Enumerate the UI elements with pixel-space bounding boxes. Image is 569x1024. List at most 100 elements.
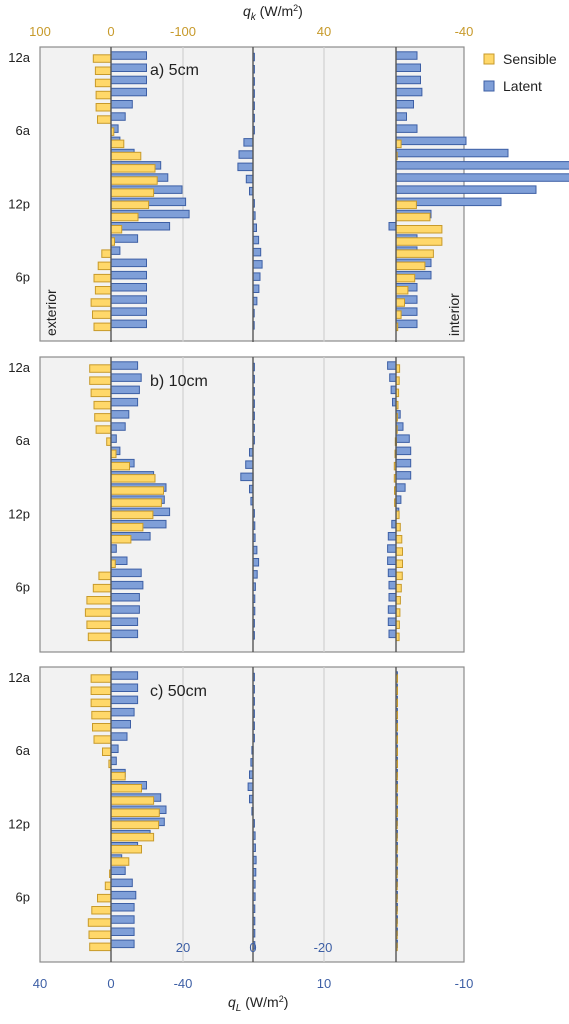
panel-title-a: a) 5cm [150,62,199,79]
exterior-latent-bar [110,434,117,443]
exterior-sensible-bar [94,78,112,88]
interior-latent-bar [387,605,397,614]
exterior-sensible-bar [87,918,112,927]
legend-label-sensible: Sensible [503,51,557,67]
top-tick-label: 100 [29,24,51,39]
top-axis-title: qk (W/m2) [243,3,303,23]
interior-latent-bar [387,568,397,578]
y-tick-label: 12a [8,360,30,375]
exterior-sensible-bar [110,461,130,471]
exterior-latent-bar [110,258,147,268]
exterior-sensible-bar [92,723,112,732]
legend-label-latent: Latent [503,78,542,94]
exterior-sensible-bar [104,881,112,891]
y-tick-label: 6p [16,890,30,905]
exterior-latent-bar [110,732,128,741]
exterior-sensible-bar [110,522,144,532]
exterior-sensible-bar [94,413,112,422]
exterior-sensible-bar [110,139,125,149]
exterior-latent-bar [110,617,139,626]
exterior-latent-bar [110,695,139,705]
exterior-sensible-bar [92,54,112,63]
exterior-sensible-bar [110,225,123,234]
exterior-sensible-bar [88,930,112,939]
middle-latent-bar [243,138,254,147]
legend-swatch-latent [483,80,495,92]
exterior-latent-bar [110,707,135,717]
exterior-latent-bar [110,397,139,407]
interior-latent-bar [387,544,397,553]
bottom-tick-label: 10 [317,976,331,991]
inner-tick-label: 20 [176,940,190,955]
y-tick-label: 12p [8,816,30,831]
interior-sensible-bar [395,571,403,581]
exterior-latent-bar [110,385,140,395]
bottom-tick-label: -10 [455,976,474,991]
interior-latent-bar [395,173,569,182]
exterior-sensible-bar [97,115,112,124]
inner-axis-ticks: 20 0 -20 [176,940,333,955]
interior-latent-bar [395,161,569,170]
exterior-sensible-bar [90,686,112,695]
legend-swatch-sensible [483,53,495,65]
y-tick-label: 12p [8,506,30,521]
exterior-sensible-bar [95,425,112,434]
y-tick-label: 6a [16,433,31,448]
interior-sensible-bar [395,310,402,319]
exterior-sensible-bar [89,376,112,385]
interior-latent-bar [395,75,421,85]
exterior-sensible-bar [110,498,162,507]
exterior-sensible-bar [92,310,112,319]
exterior-sensible-bar [97,893,112,903]
exterior-sensible-bar [90,674,112,683]
exterior-sensible-bar [94,286,112,295]
panel-title-b: b) 10cm [150,373,208,390]
top-tick-label: 40 [317,24,331,39]
interior-latent-bar [388,629,397,639]
interior-latent-bar [395,63,421,72]
interior-sensible-bar [395,212,431,222]
interior-latent-bar [395,148,509,158]
exterior-sensible-bar [93,273,112,283]
exterior-latent-bar [110,866,126,875]
exterior-sensible-bar [110,808,160,817]
y-tick-label: 6p [16,580,30,595]
exterior-latent-bar [110,568,142,578]
exterior-latent-bar [110,307,147,316]
middle-latent-bar [252,235,260,245]
exterior-latent-bar [110,890,137,900]
exterior-latent-bar [110,629,139,639]
interior-latent-bar [395,458,412,468]
bottom-axis-title: qL (W/m2) [228,994,288,1014]
interior-latent-bar [395,51,418,60]
exterior-sensible-bar [91,710,112,720]
interior-latent-bar [395,112,407,121]
exterior-latent-bar [110,361,139,370]
exterior-sensible-bar [87,632,112,642]
exterior-latent-bar [110,903,135,912]
exterior-latent-bar [110,112,126,121]
interior-latent-bar [387,361,397,370]
bottom-tick-label: 40 [33,976,47,991]
exterior-sensible-bar [98,571,112,581]
exterior-latent-bar [110,87,147,97]
exterior-sensible-bar [102,747,112,756]
exterior-latent-bar [110,75,147,85]
exterior-sensible-bar [110,784,142,793]
y-tick-label: 6p [16,270,30,285]
exterior-latent-bar [110,756,117,766]
exterior-sensible-bar [101,249,112,258]
exterior-latent-bar [110,683,139,692]
exterior-sensible-bar [110,176,158,185]
middle-latent-bar [252,284,260,293]
inner-tick-label: 0 [249,940,256,955]
interior-sensible-bar [395,237,443,246]
bottom-axis-ticks: 40 0 -40 10 -10 [33,976,474,991]
top-tick-label: -100 [170,24,196,39]
exterior-sensible-bar [97,261,112,271]
interior-sensible-bar [395,559,403,568]
exterior-latent-bar [110,51,147,60]
exterior-sensible-bar [93,735,112,744]
exterior-latent-bar [110,605,140,614]
